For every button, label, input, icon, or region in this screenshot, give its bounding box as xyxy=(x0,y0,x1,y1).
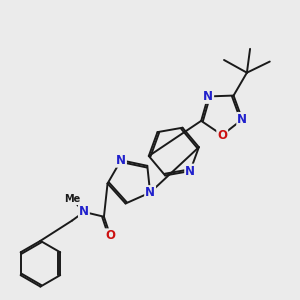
Text: N: N xyxy=(79,206,89,218)
Text: O: O xyxy=(105,229,115,242)
Text: N: N xyxy=(185,165,195,178)
Text: N: N xyxy=(145,186,155,199)
Text: N: N xyxy=(237,113,247,126)
Text: N: N xyxy=(203,90,213,103)
Text: N: N xyxy=(116,154,126,167)
Text: Me: Me xyxy=(64,194,80,204)
Text: O: O xyxy=(217,129,227,142)
